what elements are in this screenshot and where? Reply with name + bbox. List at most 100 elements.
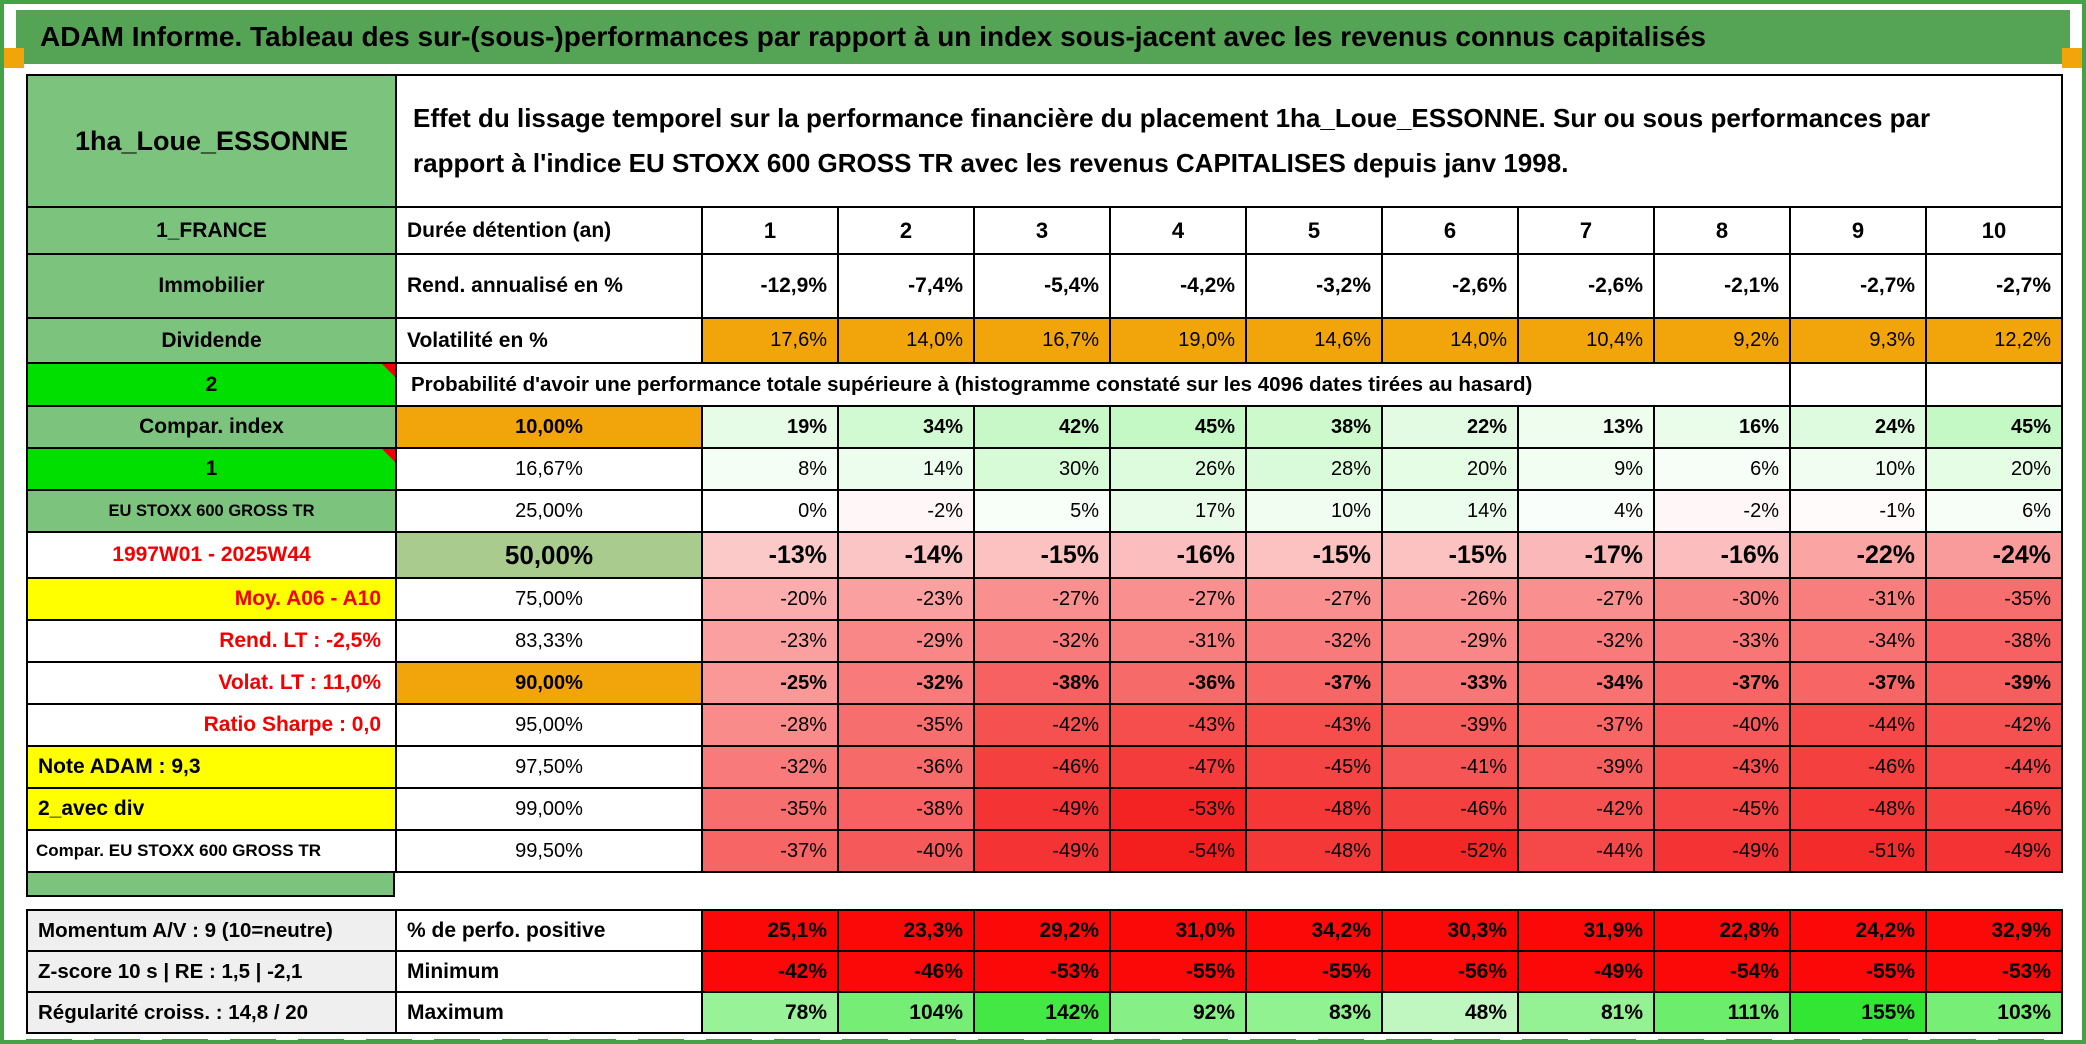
value-cell[interactable]: -31%: [1109, 619, 1247, 663]
value-cell[interactable]: 45%: [1925, 405, 2063, 449]
value-cell[interactable]: -34%: [1789, 619, 1927, 663]
value-cell[interactable]: 17%: [1109, 489, 1247, 533]
value-cell[interactable]: -37%: [1789, 661, 1927, 705]
value-cell[interactable]: -55%: [1109, 950, 1247, 993]
value-cell[interactable]: 9,3%: [1789, 317, 1927, 364]
value-cell[interactable]: -2,7%: [1789, 253, 1927, 319]
value-cell[interactable]: -3,2%: [1245, 253, 1383, 319]
value-cell[interactable]: -31%: [1789, 577, 1927, 621]
value-cell[interactable]: -2,6%: [1517, 253, 1655, 319]
value-cell[interactable]: 6%: [1925, 489, 2063, 533]
value-cell[interactable]: 20%: [1925, 447, 2063, 491]
empty-cell[interactable]: [1925, 362, 2063, 407]
value-cell[interactable]: -25%: [701, 661, 839, 705]
value-cell[interactable]: -51%: [1789, 829, 1927, 873]
value-cell[interactable]: -15%: [973, 531, 1111, 579]
value-cell[interactable]: 22%: [1381, 405, 1519, 449]
stat-name[interactable]: Maximum: [395, 991, 703, 1034]
value-cell[interactable]: -12,9%: [701, 253, 839, 319]
value-cell[interactable]: -23%: [837, 577, 975, 621]
row-label[interactable]: 1997W01 - 2025W44: [26, 531, 397, 579]
value-cell[interactable]: 8%: [701, 447, 839, 491]
value-cell[interactable]: 31,9%: [1517, 909, 1655, 952]
value-cell[interactable]: 81%: [1517, 991, 1655, 1034]
value-cell[interactable]: -46%: [1381, 787, 1519, 831]
value-cell[interactable]: 142%: [973, 991, 1111, 1034]
value-cell[interactable]: 14,6%: [1245, 317, 1383, 364]
value-cell[interactable]: 83%: [1245, 991, 1383, 1034]
year-header[interactable]: 1: [701, 206, 839, 255]
value-cell[interactable]: -42%: [1925, 703, 2063, 747]
value-cell[interactable]: -48%: [1789, 787, 1927, 831]
row-label[interactable]: Compar. EU STOXX 600 GROSS TR: [26, 829, 397, 873]
value-cell[interactable]: 6%: [1653, 447, 1791, 491]
value-cell[interactable]: 20%: [1381, 447, 1519, 491]
value-cell[interactable]: -39%: [1517, 745, 1655, 789]
value-cell[interactable]: 10,4%: [1517, 317, 1655, 364]
value-cell[interactable]: -34%: [1517, 661, 1655, 705]
row-label[interactable]: Immobilier: [26, 253, 397, 319]
value-cell[interactable]: 14,0%: [1381, 317, 1519, 364]
value-cell[interactable]: -37%: [1517, 703, 1655, 747]
row-label[interactable]: 2_avec div: [26, 787, 397, 831]
value-cell[interactable]: -49%: [973, 829, 1111, 873]
value-cell[interactable]: -24%: [1925, 531, 2063, 579]
value-cell[interactable]: 30,3%: [1381, 909, 1519, 952]
value-cell[interactable]: -45%: [1653, 787, 1791, 831]
value-cell[interactable]: -53%: [1925, 950, 2063, 993]
value-cell[interactable]: 9,2%: [1653, 317, 1791, 364]
value-cell[interactable]: -1%: [1789, 489, 1927, 533]
value-cell[interactable]: -13%: [701, 531, 839, 579]
value-cell[interactable]: 78%: [701, 991, 839, 1034]
row-label[interactable]: EU STOXX 600 GROSS TR: [26, 489, 397, 533]
percentile-label[interactable]: 16,67%: [395, 447, 703, 491]
value-cell[interactable]: -27%: [1245, 577, 1383, 621]
percentile-label[interactable]: 75,00%: [395, 577, 703, 621]
value-cell[interactable]: -49%: [1653, 829, 1791, 873]
value-cell[interactable]: -52%: [1381, 829, 1519, 873]
value-cell[interactable]: -16%: [1109, 531, 1247, 579]
value-cell[interactable]: 14,0%: [837, 317, 975, 364]
row-label[interactable]: 1: [26, 447, 397, 491]
value-cell[interactable]: -54%: [1653, 950, 1791, 993]
value-cell[interactable]: 30%: [973, 447, 1111, 491]
percentile-label[interactable]: 25,00%: [395, 489, 703, 533]
value-cell[interactable]: -42%: [1517, 787, 1655, 831]
value-cell[interactable]: -32%: [1245, 619, 1383, 663]
value-cell[interactable]: 45%: [1109, 405, 1247, 449]
row-label[interactable]: Moy. A06 - A10: [26, 577, 397, 621]
value-cell[interactable]: -7,4%: [837, 253, 975, 319]
probability-caption[interactable]: Probabilité d'avoir une performance tota…: [395, 362, 1791, 407]
value-cell[interactable]: 12,2%: [1925, 317, 2063, 364]
row-label[interactable]: 2: [26, 362, 397, 407]
value-cell[interactable]: -54%: [1109, 829, 1247, 873]
value-cell[interactable]: -53%: [1109, 787, 1247, 831]
row-label[interactable]: Rend. LT : -2,5%: [26, 619, 397, 663]
value-cell[interactable]: 23,3%: [837, 909, 975, 952]
value-cell[interactable]: -33%: [1381, 661, 1519, 705]
value-cell[interactable]: -36%: [837, 745, 975, 789]
value-cell[interactable]: -39%: [1925, 661, 2063, 705]
value-cell[interactable]: 34%: [837, 405, 975, 449]
value-cell[interactable]: -22%: [1789, 531, 1927, 579]
row-label[interactable]: Ratio Sharpe : 0,0: [26, 703, 397, 747]
value-cell[interactable]: -37%: [701, 829, 839, 873]
value-cell[interactable]: -32%: [1517, 619, 1655, 663]
duration-header[interactable]: Durée détention (an): [395, 206, 703, 255]
value-cell[interactable]: -32%: [837, 661, 975, 705]
value-cell[interactable]: -43%: [1653, 745, 1791, 789]
value-cell[interactable]: -43%: [1109, 703, 1247, 747]
year-header[interactable]: 6: [1381, 206, 1519, 255]
value-cell[interactable]: -2,7%: [1925, 253, 2063, 319]
value-cell[interactable]: -42%: [701, 950, 839, 993]
value-cell[interactable]: 19,0%: [1109, 317, 1247, 364]
value-cell[interactable]: 5%: [973, 489, 1111, 533]
green-spacer-cell[interactable]: [26, 873, 395, 897]
value-cell[interactable]: -37%: [1653, 661, 1791, 705]
value-cell[interactable]: -56%: [1381, 950, 1519, 993]
value-cell[interactable]: -44%: [1517, 829, 1655, 873]
value-cell[interactable]: -32%: [973, 619, 1111, 663]
year-header[interactable]: 7: [1517, 206, 1655, 255]
value-cell[interactable]: -2%: [837, 489, 975, 533]
value-cell[interactable]: -27%: [1109, 577, 1247, 621]
